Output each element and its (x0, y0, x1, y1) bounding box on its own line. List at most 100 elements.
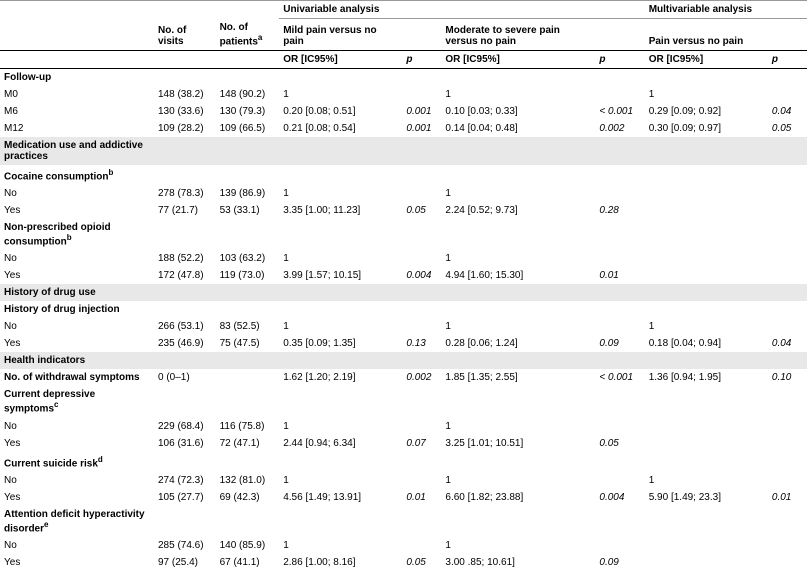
cell-patients: 53 (33.1) (216, 202, 280, 219)
row-label: Yes (0, 489, 154, 506)
cell-visits: 188 (52.2) (154, 250, 216, 267)
header-mild: Mild pain versus no pain (279, 19, 402, 51)
cell-visits: 130 (33.6) (154, 103, 216, 120)
section-label: Non-prescribed opioid consumptionb (0, 219, 154, 250)
cell-p (768, 435, 807, 452)
table-row: Current suicide riskd (0, 452, 807, 472)
header-p: p (595, 50, 644, 68)
cell-p (595, 418, 644, 435)
cell-patients: 103 (63.2) (216, 250, 280, 267)
cell-or: 0.10 [0.03; 0.33] (441, 103, 595, 120)
row-label: M0 (0, 86, 154, 103)
header-p: p (768, 50, 807, 68)
row-label: No (0, 537, 154, 554)
table-row: No278 (78.3)139 (86.9)11 (0, 185, 807, 202)
table-body: Follow-upM0148 (38.2)148 (90.2)111M6130 … (0, 68, 807, 571)
table-row: Attention deficit hyperactivity disorder… (0, 506, 807, 537)
cell-visits: 235 (46.9) (154, 335, 216, 352)
cell-p (595, 472, 644, 489)
cell-visits: 97 (25.4) (154, 554, 216, 571)
header-painvsno: Pain versus no pain (645, 19, 768, 51)
cell-p: 0.04 (768, 103, 807, 120)
cell-p: 0.05 (768, 120, 807, 137)
table-row: M6130 (33.6)130 (79.3)0.20 [0.08; 0.51]0… (0, 103, 807, 120)
row-label: No (0, 318, 154, 335)
cell-p: 0.001 (402, 103, 441, 120)
cell-patients: 140 (85.9) (216, 537, 280, 554)
cell-patients: 109 (66.5) (216, 120, 280, 137)
cell-p: 0.002 (595, 120, 644, 137)
cell-patients: 119 (73.0) (216, 267, 280, 284)
cell-p: 0.28 (595, 202, 644, 219)
cell-p: 0.09 (595, 335, 644, 352)
cell-patients (216, 369, 280, 386)
cell-visits: 229 (68.4) (154, 418, 216, 435)
cell-or: 1 (441, 537, 595, 554)
cell-visits: 77 (21.7) (154, 202, 216, 219)
cell-or (645, 435, 768, 452)
cell-or: 1 (441, 472, 595, 489)
cell-visits: 278 (78.3) (154, 185, 216, 202)
cell-or: 1 (441, 185, 595, 202)
cell-p (402, 250, 441, 267)
cell-or: 1 (279, 250, 402, 267)
table-row: No188 (52.2)103 (63.2)11 (0, 250, 807, 267)
cell-visits: 266 (53.1) (154, 318, 216, 335)
table-row: Yes235 (46.9)75 (47.5)0.35 [0.09; 1.35] 0… (0, 335, 807, 352)
section-label: Follow-up (0, 68, 154, 86)
table-row: History of drug use (0, 284, 807, 301)
cell-p (768, 418, 807, 435)
cell-or: 1 (441, 250, 595, 267)
row-label: Yes (0, 335, 154, 352)
cell-p: 0.05 (402, 202, 441, 219)
cell-or: 1 (279, 418, 402, 435)
header-blank (154, 1, 216, 19)
cell-p (402, 318, 441, 335)
table-row: M0148 (38.2)148 (90.2)111 (0, 86, 807, 103)
cell-or: 3.99 [1.57; 10.15] (279, 267, 402, 284)
cell-or: 0.18 [0.04; 0.94] (645, 335, 768, 352)
cell-or: 0.21 [0.08; 0.54] (279, 120, 402, 137)
cell-p: 0.10 (768, 369, 807, 386)
header-multivariable: Multivariable analysis (645, 1, 807, 19)
table-row: M12109 (28.2)109 (66.5)0.21 [0.08; 0.54]… (0, 120, 807, 137)
cell-or: 2.86 [1.00; 8.16] (279, 554, 402, 571)
header-univariable: Univariable analysis (279, 1, 644, 19)
table-row: History of drug injection (0, 301, 807, 318)
table-row: Yes105 (27.7)69 (42.3)4.56 [1.49; 13.91]… (0, 489, 807, 506)
cell-p (595, 250, 644, 267)
cell-or (645, 267, 768, 284)
table-row: Non-prescribed opioid consumptionb (0, 219, 807, 250)
cell-or (645, 418, 768, 435)
cell-or: 1.36 [0.94; 1.95] (645, 369, 768, 386)
cell-or (645, 185, 768, 202)
cell-p: 0.004 (402, 267, 441, 284)
cell-patients: 75 (47.5) (216, 335, 280, 352)
cell-or: 3.35 [1.00; 11.23] (279, 202, 402, 219)
cell-p (768, 185, 807, 202)
cell-p: 0.01 (768, 489, 807, 506)
cell-p (402, 86, 441, 103)
header-blank (595, 19, 644, 51)
cell-p: 0.002 (402, 369, 441, 386)
cell-p (595, 318, 644, 335)
row-label: No (0, 418, 154, 435)
cell-visits: 148 (38.2) (154, 86, 216, 103)
cell-or: 1 (279, 86, 402, 103)
cell-p (595, 537, 644, 554)
header-blank (154, 50, 216, 68)
cell-patients: 72 (47.1) (216, 435, 280, 452)
row-label: No (0, 185, 154, 202)
cell-or: 0.35 [0.09; 1.35] (279, 335, 402, 352)
cell-p: < 0.001 (595, 369, 644, 386)
cell-p (595, 185, 644, 202)
cell-p: 0.05 (402, 554, 441, 571)
cell-or: 0.28 [0.06; 1.24] (441, 335, 595, 352)
cell-or: 1 (279, 537, 402, 554)
cell-p: 0.001 (402, 120, 441, 137)
section-label: Health indicators (0, 352, 154, 369)
table-row: Yes77 (21.7)53 (33.1)3.35 [1.00; 11.23]0… (0, 202, 807, 219)
row-label: Yes (0, 202, 154, 219)
cell-patients: 148 (90.2) (216, 86, 280, 103)
cell-or: 2.44 [0.94; 6.34] (279, 435, 402, 452)
